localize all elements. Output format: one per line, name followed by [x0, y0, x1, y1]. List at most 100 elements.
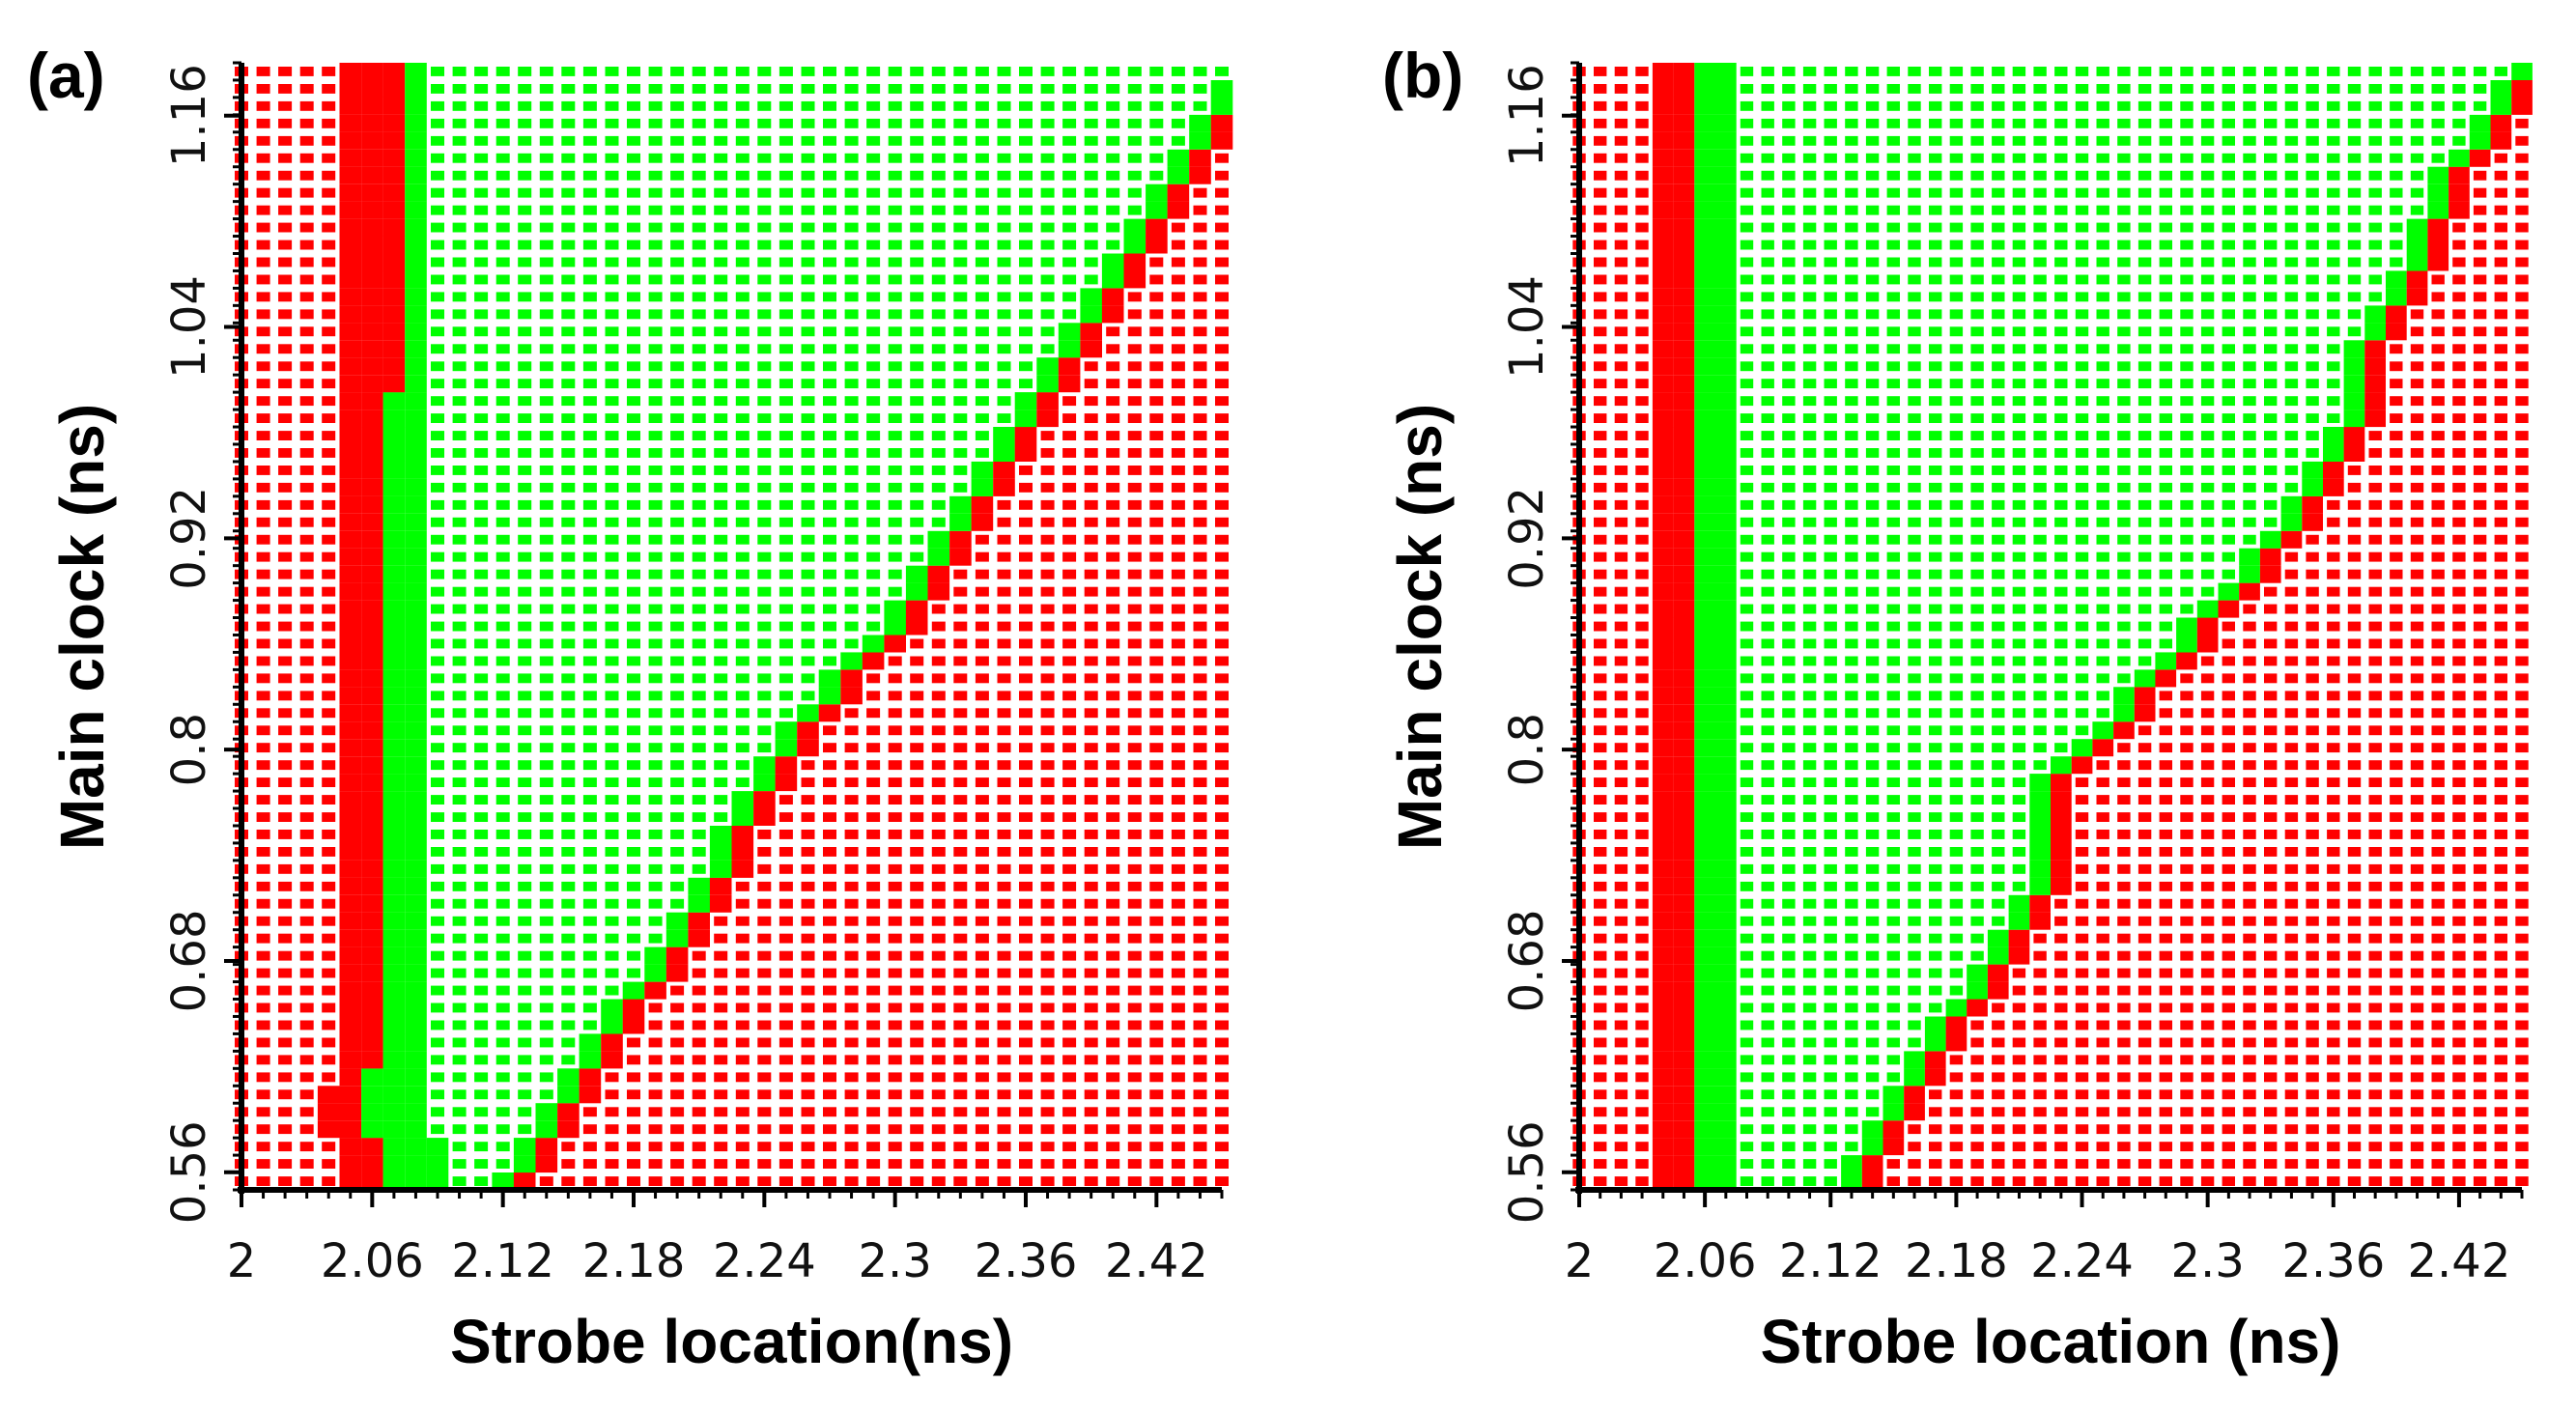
heatmap-cell — [1014, 427, 1037, 444]
heatmap-cell — [953, 1124, 968, 1135]
heatmap-cell — [2243, 604, 2256, 614]
heatmap-cell — [1970, 916, 1984, 926]
heatmap-cell — [997, 100, 1011, 111]
heatmap-cell — [1127, 638, 1142, 649]
heatmap-cell — [431, 413, 444, 423]
panel-label: (a) — [27, 40, 105, 111]
heatmap-cell — [2515, 517, 2529, 527]
heatmap-cell — [1084, 743, 1098, 753]
heatmap-cell — [2075, 725, 2089, 736]
heatmap-cell — [1673, 929, 1695, 947]
heatmap-cell — [714, 725, 728, 736]
heatmap-cell — [1040, 1107, 1055, 1117]
heatmap-cell — [2347, 933, 2362, 944]
heatmap-cell — [361, 929, 383, 947]
heatmap-cell — [557, 1068, 580, 1087]
heatmap-cell — [1171, 1176, 1185, 1186]
heatmap-cell — [1635, 830, 1649, 839]
heatmap-cell — [2117, 916, 2131, 926]
heatmap-cell — [1845, 708, 1858, 719]
heatmap-cell — [670, 621, 685, 632]
heatmap-cell — [1167, 149, 1190, 167]
heatmap-cell — [518, 863, 532, 874]
heatmap-cell — [1715, 548, 1737, 566]
heatmap-cell — [1824, 1176, 1837, 1186]
heatmap-cell — [714, 100, 728, 111]
heatmap-cell — [2096, 1055, 2109, 1065]
heatmap-cell — [1149, 170, 1164, 181]
heatmap-cell — [1635, 656, 1649, 666]
heatmap-cell — [605, 691, 619, 701]
heatmap-cell — [953, 292, 968, 302]
heatmap-cell — [2284, 621, 2299, 632]
heatmap-cell — [778, 586, 793, 597]
heatmap-cell — [2473, 656, 2487, 666]
heatmap-cell — [1215, 379, 1229, 389]
heatmap-cell — [2494, 1037, 2507, 1048]
heatmap-cell — [405, 495, 427, 514]
heatmap-cell — [431, 135, 444, 146]
heatmap-cell — [1715, 1033, 1737, 1052]
heatmap-cell — [714, 466, 728, 475]
heatmap-cell — [1782, 933, 1796, 944]
heatmap-cell — [1084, 1159, 1098, 1169]
heatmap-cell — [1694, 600, 1715, 618]
heatmap-cell — [714, 499, 728, 510]
heatmap-cell — [1193, 326, 1207, 337]
heatmap-cell — [1127, 1020, 1142, 1031]
heatmap-cell — [579, 1086, 602, 1104]
heatmap-cell — [975, 881, 989, 891]
heatmap-cell — [1062, 274, 1077, 285]
heatmap-cell — [1594, 691, 1607, 701]
heatmap-cell — [382, 444, 406, 462]
heatmap-cell — [2368, 551, 2382, 562]
heatmap-cell — [1594, 1176, 1607, 1186]
heatmap-cell — [1193, 1089, 1207, 1100]
heatmap-cell — [2410, 1107, 2424, 1117]
heatmap-cell — [888, 1020, 902, 1031]
heatmap-cell — [2222, 551, 2235, 562]
heatmap-cell — [1824, 1159, 1837, 1169]
heatmap-cell — [1761, 847, 1774, 857]
heatmap-cell — [452, 968, 467, 978]
heatmap-cell — [910, 240, 924, 250]
heatmap-cell — [278, 344, 293, 354]
heatmap-cell — [975, 1142, 989, 1152]
heatmap-cell — [1694, 635, 1715, 653]
heatmap-cell — [2452, 534, 2466, 545]
heatmap-cell — [1715, 808, 1737, 826]
heatmap-cell — [1193, 448, 1207, 458]
heatmap-cell — [1782, 517, 1796, 527]
heatmap-cell — [844, 1107, 859, 1117]
heatmap-cell — [2473, 985, 2487, 996]
heatmap-cell — [1614, 1003, 1628, 1013]
heatmap-cell — [1886, 691, 1900, 701]
heatmap-cell — [2410, 950, 2424, 961]
heatmap-cell — [1084, 950, 1098, 961]
heatmap-cell — [605, 413, 619, 423]
heatmap-cell — [866, 777, 881, 787]
heatmap-cell — [778, 1055, 793, 1065]
heatmap-cell — [1845, 1020, 1858, 1031]
heatmap-cell — [2159, 517, 2172, 527]
heatmap-cell — [322, 170, 336, 181]
heatmap-cell — [1865, 1107, 1880, 1117]
heatmap-cell — [2410, 604, 2424, 614]
heatmap-cell — [2054, 1176, 2068, 1186]
heatmap-cell — [1171, 1159, 1185, 1169]
heatmap-cell — [1062, 743, 1077, 753]
heatmap-cell — [1970, 898, 1984, 909]
heatmap-cell — [1062, 604, 1077, 614]
heatmap-cell — [518, 1107, 532, 1117]
heatmap-cell — [2327, 1003, 2340, 1013]
heatmap-cell — [692, 205, 706, 215]
heatmap-cell — [757, 534, 772, 545]
heatmap-cell — [1824, 1003, 1837, 1013]
heatmap-cell — [2075, 604, 2089, 614]
heatmap-cell — [2117, 673, 2131, 684]
heatmap-cell — [1673, 600, 1695, 618]
heatmap-cell — [518, 222, 532, 233]
heatmap-cell — [2054, 586, 2068, 597]
heatmap-cell — [1761, 881, 1774, 891]
heatmap-cell — [670, 847, 685, 857]
